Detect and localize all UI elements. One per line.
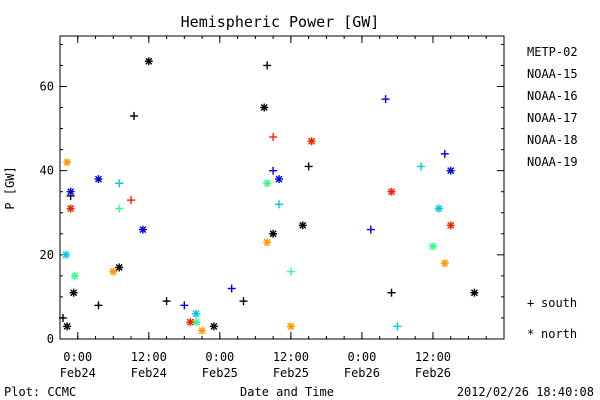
north-point <box>63 322 72 331</box>
south-point <box>304 162 313 171</box>
legend: METP-02 NOAA-15 NOAA-16 NOAA-17 NOAA-18 NOAA-… <box>527 45 578 341</box>
x-axis: 0:00 Feb24 12:00 Feb24 0:00 Feb25 12:00 Feb25 0:… <box>59 36 505 380</box>
north-point <box>192 309 201 318</box>
x-tick-time-label: 12:00 <box>131 350 167 364</box>
x-tick-date-label: Feb25 <box>202 366 238 380</box>
x-tick-date-label: Feb26 <box>415 366 451 380</box>
footer-credit: Plot: CCMC <box>4 385 76 399</box>
south-point <box>58 313 67 322</box>
legend-entry: METP-02 <box>527 45 578 59</box>
x-tick-time-label: 0:00 <box>63 350 92 364</box>
north-point <box>198 326 207 335</box>
legend-marker-label: north <box>541 327 577 341</box>
legend-entry: NOAA-18 <box>527 133 578 147</box>
south-point <box>180 301 189 310</box>
legend-entry: NOAA-17 <box>527 111 578 125</box>
north-point <box>138 225 147 234</box>
north-point <box>94 175 103 184</box>
x-tick-time-label: 12:00 <box>415 350 451 364</box>
north-point <box>144 57 153 66</box>
north-point <box>69 288 78 297</box>
north-point <box>387 187 396 196</box>
south-point <box>393 322 402 331</box>
x-tick-time-label: 0:00 <box>347 350 376 364</box>
chart-title: Hemispheric Power [GW] <box>181 13 380 31</box>
north-point <box>470 288 479 297</box>
north-point <box>263 179 272 188</box>
y-axis-label: P [GW] <box>3 166 17 209</box>
x-tick-date-label: Feb24 <box>131 366 167 380</box>
south-point <box>269 166 278 175</box>
x-tick-time-label: 0:00 <box>205 350 234 364</box>
north-point <box>63 158 72 167</box>
y-tick-label: 20 <box>40 248 54 262</box>
south-point <box>239 297 248 306</box>
south-point <box>387 288 396 297</box>
south-point <box>275 200 284 209</box>
x-axis-label: Date and Time <box>240 385 334 399</box>
north-point <box>209 322 218 331</box>
north-point <box>66 204 75 213</box>
legend-marker-label: south <box>541 296 577 310</box>
legend-marker-symbol: + <box>527 296 534 310</box>
legend-entry: NOAA-16 <box>527 89 578 103</box>
north-point <box>428 242 437 251</box>
south-point <box>286 267 295 276</box>
south-point <box>269 133 278 141</box>
legend-entry: NOAA-15 <box>527 67 578 81</box>
north-point <box>66 187 75 196</box>
x-tick-date-label: Feb24 <box>60 366 96 380</box>
south-point <box>440 149 449 158</box>
south-point <box>115 179 124 188</box>
north-point <box>186 318 195 327</box>
north-point <box>263 238 272 247</box>
north-point <box>440 259 449 268</box>
north-point <box>286 322 295 331</box>
north-point <box>434 204 443 213</box>
south-point <box>162 297 171 306</box>
north-point <box>269 229 278 238</box>
footer-timestamp: 2012/02/26 18:40:08 <box>457 385 594 399</box>
y-tick-label: 0 <box>47 332 54 346</box>
south-point <box>94 301 103 310</box>
data-points <box>58 57 479 335</box>
y-axis: 0 20 40 60 <box>40 43 504 346</box>
x-tick-time-label: 12:00 <box>273 350 309 364</box>
south-point <box>130 111 138 120</box>
north-point <box>298 221 307 230</box>
north-point <box>109 267 118 276</box>
y-tick-label: 60 <box>40 80 54 94</box>
plot-frame <box>59 35 505 340</box>
south-point <box>381 95 390 104</box>
north-point <box>61 250 70 259</box>
south-point <box>366 225 375 234</box>
x-tick-date-label: Feb25 <box>273 366 309 380</box>
y-tick-label: 40 <box>40 164 54 178</box>
x-tick-date-label: Feb26 <box>344 366 380 380</box>
north-point <box>275 175 284 184</box>
south-point <box>227 284 236 293</box>
north-point <box>446 221 455 230</box>
south-point <box>263 61 272 70</box>
legend-entry: NOAA-19 <box>527 155 578 169</box>
north-point <box>307 137 316 146</box>
north-point <box>446 166 455 175</box>
south-point <box>115 204 124 213</box>
south-point <box>417 162 426 171</box>
north-point <box>260 103 269 112</box>
south-point <box>127 196 136 205</box>
north-point <box>70 271 79 280</box>
legend-marker-symbol: * <box>527 327 534 341</box>
north-point <box>115 263 124 272</box>
